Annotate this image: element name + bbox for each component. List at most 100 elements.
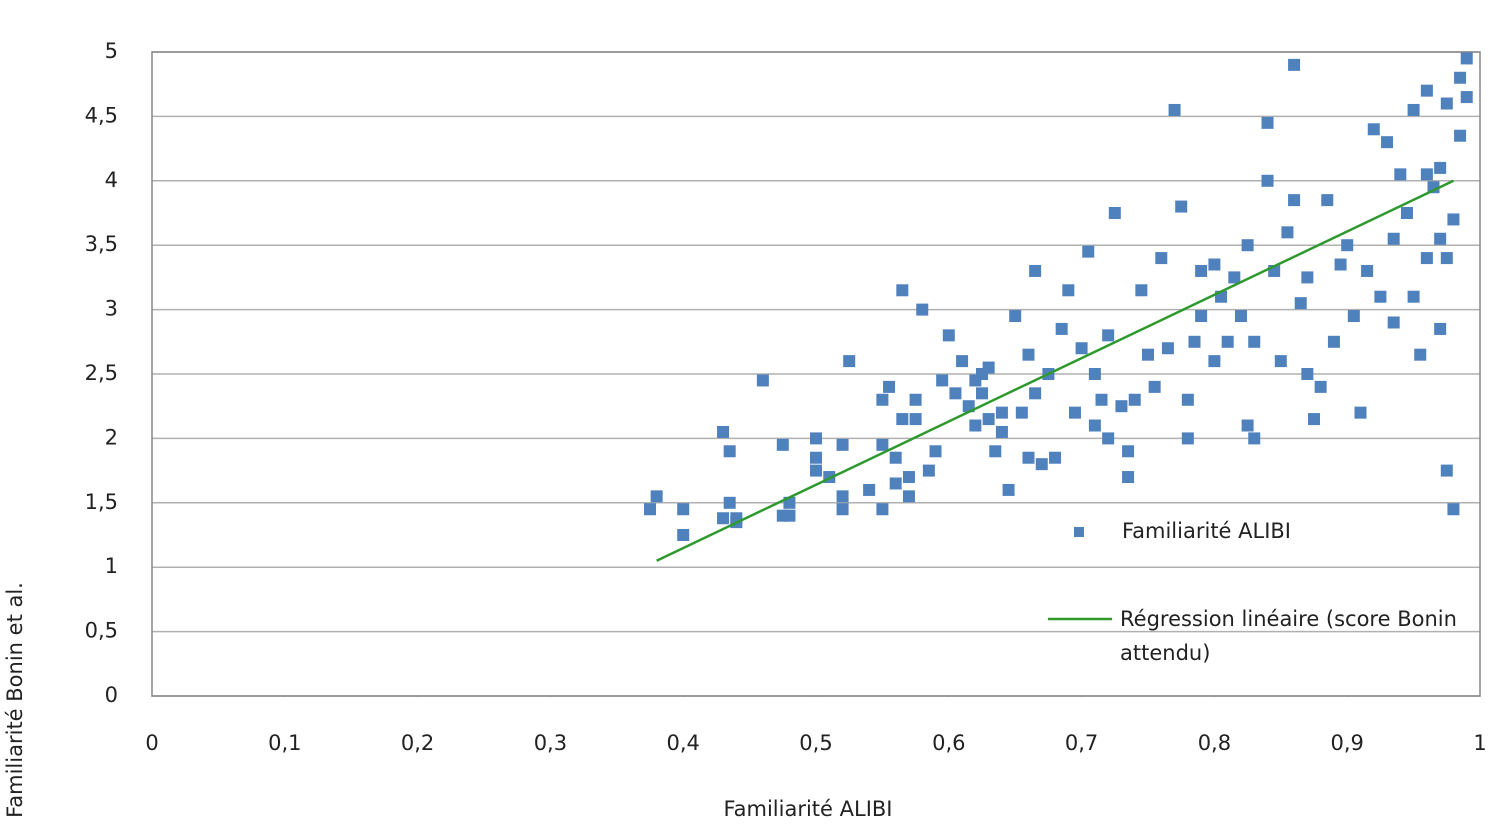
point xyxy=(1248,335,1261,348)
point xyxy=(902,471,915,484)
point xyxy=(1420,84,1433,97)
point xyxy=(1334,258,1347,271)
point xyxy=(1440,464,1453,477)
point xyxy=(1055,322,1068,335)
regression-line xyxy=(656,179,1454,562)
point xyxy=(1387,316,1400,329)
point xyxy=(1195,310,1208,323)
point xyxy=(843,355,856,368)
point xyxy=(1400,207,1413,219)
point xyxy=(1460,91,1473,104)
point xyxy=(1288,58,1301,71)
legend-label: Régression linéaire (score Bonin attendu… xyxy=(1120,607,1457,665)
y-tick-label: 5 xyxy=(105,39,118,63)
point xyxy=(876,393,889,406)
point xyxy=(1321,194,1334,207)
point xyxy=(1281,226,1294,239)
point xyxy=(1454,71,1467,84)
point xyxy=(982,413,995,426)
point xyxy=(929,445,942,458)
point xyxy=(1108,207,1121,219)
point xyxy=(995,406,1008,419)
point xyxy=(1175,200,1188,213)
point xyxy=(1261,116,1274,129)
point xyxy=(756,374,769,387)
x-tick-label: 0,1 xyxy=(268,731,301,755)
point xyxy=(1095,393,1108,406)
point xyxy=(810,464,822,477)
point xyxy=(949,387,962,400)
point xyxy=(1301,271,1314,284)
y-tick-label: 4,5 xyxy=(85,103,118,127)
point xyxy=(1361,264,1374,277)
point xyxy=(1208,258,1221,271)
y-tick-label: 1,5 xyxy=(85,490,118,514)
point xyxy=(1068,406,1081,419)
point xyxy=(717,425,730,438)
x-tick-label: 1 xyxy=(1473,731,1486,755)
legend-label: Familiarité ALIBI xyxy=(1122,519,1291,543)
point xyxy=(783,509,796,522)
point xyxy=(836,438,849,451)
point xyxy=(909,413,922,426)
point xyxy=(1035,458,1048,471)
point xyxy=(1288,194,1301,207)
point xyxy=(1374,290,1387,303)
point xyxy=(1381,136,1394,149)
point xyxy=(936,374,949,387)
point xyxy=(1188,335,1201,348)
point xyxy=(1228,271,1241,284)
x-axis-label: Familiarité ALIBI xyxy=(723,797,892,821)
point xyxy=(876,438,889,451)
x-tick-label: 0,8 xyxy=(1198,731,1231,755)
point xyxy=(889,477,902,490)
point xyxy=(896,413,909,426)
point xyxy=(1440,252,1453,265)
y-tick-label: 4 xyxy=(105,168,118,192)
point xyxy=(776,438,789,451)
point xyxy=(1341,239,1354,252)
point xyxy=(1049,451,1062,464)
point xyxy=(1022,348,1035,361)
point xyxy=(969,419,982,432)
point xyxy=(995,425,1008,438)
point xyxy=(942,329,955,342)
point xyxy=(1447,213,1460,226)
point xyxy=(650,490,663,503)
point xyxy=(1367,123,1380,136)
point xyxy=(644,503,656,516)
x-tick-label: 0 xyxy=(145,731,158,755)
point xyxy=(1088,419,1101,432)
point xyxy=(956,355,969,368)
point xyxy=(1022,451,1035,464)
point xyxy=(1347,310,1360,323)
point xyxy=(836,503,849,516)
point xyxy=(1460,52,1473,65)
point xyxy=(717,512,730,525)
x-tick-label: 0,7 xyxy=(1065,731,1098,755)
point xyxy=(1414,348,1427,361)
point xyxy=(1029,264,1042,277)
point xyxy=(976,387,988,400)
x-tick-label: 0,4 xyxy=(666,731,699,755)
point xyxy=(1274,355,1287,368)
point xyxy=(1294,297,1307,310)
point xyxy=(1387,232,1400,245)
point xyxy=(723,445,736,458)
point xyxy=(982,361,995,374)
point xyxy=(1241,239,1254,252)
point xyxy=(1308,413,1320,426)
point xyxy=(889,451,902,464)
point xyxy=(1354,406,1367,419)
point xyxy=(1221,335,1234,348)
point xyxy=(1122,471,1135,484)
x-tick-label: 0,2 xyxy=(401,731,434,755)
point xyxy=(1015,406,1028,419)
point xyxy=(1327,335,1340,348)
point xyxy=(810,451,822,464)
point xyxy=(1115,400,1128,413)
point xyxy=(836,490,849,503)
point xyxy=(1128,393,1141,406)
